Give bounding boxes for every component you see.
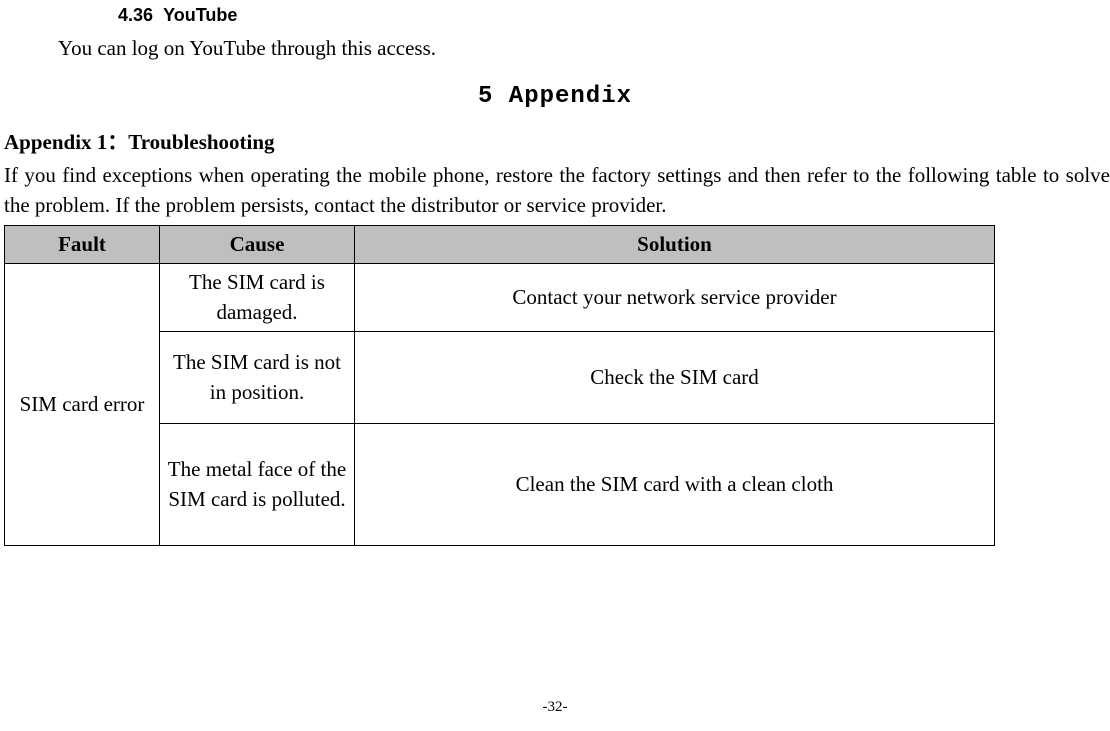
troubleshoot-table: Fault Cause Solution SIM card error The … <box>4 225 995 546</box>
solution-cell: Contact your network service provider <box>355 264 995 332</box>
page-number: -32- <box>0 699 1110 716</box>
cause-cell: The metal face of the SIM card is pollut… <box>160 424 355 546</box>
appendix-paragraph: If you find exceptions when operating th… <box>4 160 1110 221</box>
section-heading: 4.36 YouTube <box>118 5 1110 26</box>
header-fault: Fault <box>5 225 160 263</box>
solution-cell: Clean the SIM card with a clean cloth <box>355 424 995 546</box>
header-solution: Solution <box>355 225 995 263</box>
appendix-title: Appendix 1：Troubleshooting <box>4 126 1110 156</box>
cause-cell: The SIM card is damaged. <box>160 264 355 332</box>
header-cause: Cause <box>160 225 355 263</box>
section-body: You can log on YouTube through this acce… <box>58 36 1110 61</box>
table-row: SIM card error The SIM card is damaged. … <box>5 264 995 332</box>
section-title: YouTube <box>163 5 237 25</box>
chapter-heading: 5 Appendix <box>0 83 1110 110</box>
cause-cell: The SIM card is not in position. <box>160 332 355 424</box>
table-header-row: Fault Cause Solution <box>5 225 995 263</box>
fault-cell: SIM card error <box>5 264 160 546</box>
solution-cell: Check the SIM card <box>355 332 995 424</box>
section-number: 4.36 <box>118 5 153 25</box>
